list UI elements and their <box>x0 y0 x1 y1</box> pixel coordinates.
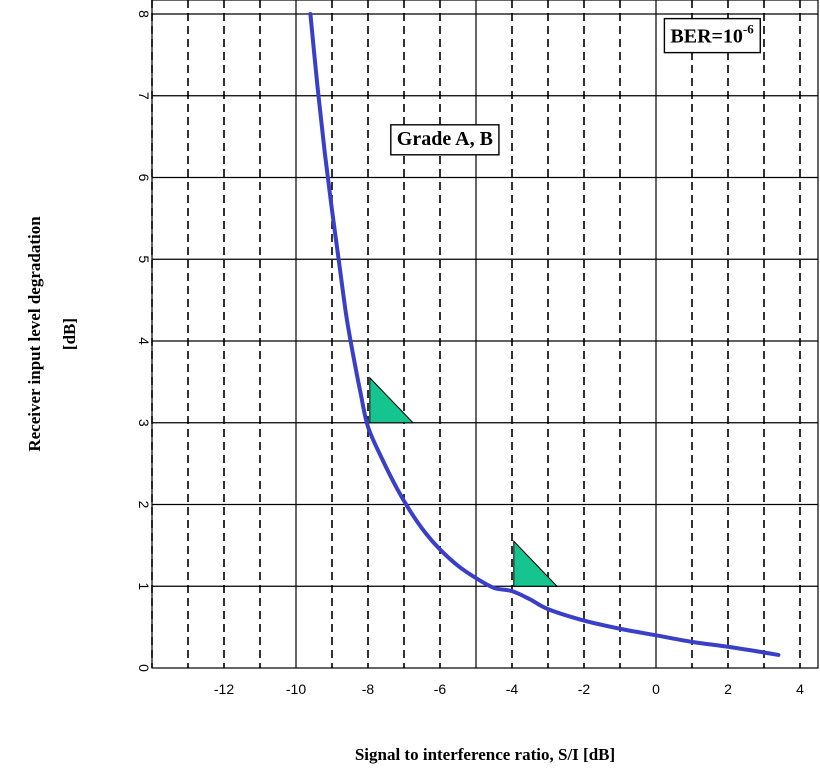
y-tick-label: 6 <box>136 174 152 182</box>
y-tick-label: 4 <box>136 337 152 345</box>
annotation-box <box>390 124 500 156</box>
y-axis-unit: [dB] <box>60 318 79 350</box>
y-tick-label-group: 4 <box>136 337 152 345</box>
grid <box>151 0 818 668</box>
y-tick-label-group: 8 <box>136 10 152 18</box>
y-tick-label: 3 <box>136 419 152 427</box>
y-tick-label: 7 <box>136 92 152 100</box>
x-tick-label: 0 <box>652 681 660 697</box>
y-tick-label: 1 <box>136 582 152 590</box>
x-tick-label: -8 <box>362 681 375 697</box>
x-axis-title: Signal to interference ratio, S/I [dB] <box>355 745 615 764</box>
series-line <box>308 12 781 657</box>
x-tick-label: -10 <box>286 681 306 697</box>
y-tick-labels: 0 1 2 3 4 5 6 7 8 <box>136 10 152 672</box>
x-tick-label: -12 <box>214 681 234 697</box>
y-tick-label: 2 <box>136 501 152 509</box>
x-tick-label: 2 <box>724 681 732 697</box>
y-axis-title-group: Receiver input level degradation <box>25 216 44 452</box>
y-tick-label-group: 6 <box>136 174 152 182</box>
y-tick-label-group: 3 <box>136 419 152 427</box>
annotation-box <box>663 17 761 54</box>
y-tick-label: 5 <box>136 255 152 263</box>
y-tick-label-group: 0 <box>136 664 152 672</box>
triangle-marker <box>369 376 415 424</box>
annotations: BER=10-6 Grade A, B <box>390 17 761 156</box>
x-tick-label: -6 <box>434 681 447 697</box>
y-tick-label-group: 5 <box>136 255 152 263</box>
y-tick-label: 0 <box>136 664 152 672</box>
triangle-marker <box>513 540 559 587</box>
y-tick-label-group: 7 <box>136 92 152 100</box>
plot-frame <box>151 0 819 669</box>
annotation-text: BER=10-6 <box>670 22 754 48</box>
x-tick-label: -2 <box>578 681 591 697</box>
y-tick-label-group: 1 <box>136 582 152 590</box>
y-axis-title: Receiver input level degradation <box>25 216 44 452</box>
annotation-text: Grade A, B <box>397 128 493 150</box>
y-tick-label: 8 <box>136 10 152 18</box>
annotation-ber: BER=10-6 <box>663 17 761 54</box>
x-tick-label: -4 <box>506 681 519 697</box>
y-tick-label-group: 2 <box>136 501 152 509</box>
y-axis-unit-group: [dB] <box>60 318 79 350</box>
series-layer <box>308 12 781 657</box>
markers <box>369 376 559 587</box>
x-tick-labels: -12 -10 -8 -6 -4 -2 0 2 4 <box>214 681 804 697</box>
annotation-grade: Grade A, B <box>390 124 500 156</box>
x-tick-label: 4 <box>796 681 804 697</box>
